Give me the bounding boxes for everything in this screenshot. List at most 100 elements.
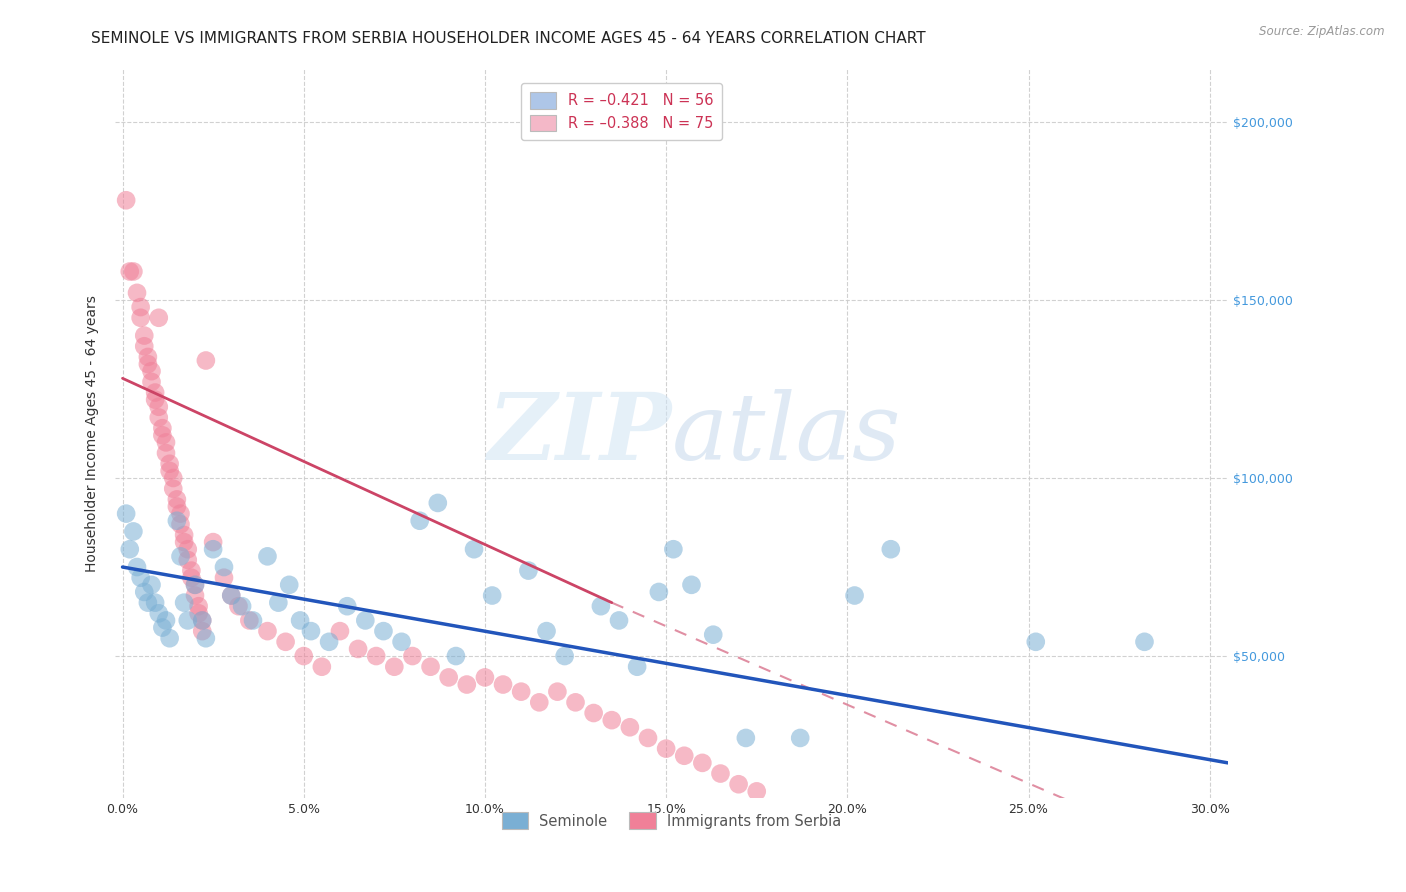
Point bbox=[419, 659, 441, 673]
Point bbox=[159, 632, 181, 646]
Point bbox=[267, 596, 290, 610]
Point bbox=[177, 614, 200, 628]
Point bbox=[354, 614, 377, 628]
Point bbox=[745, 784, 768, 798]
Point bbox=[564, 695, 586, 709]
Point bbox=[554, 648, 576, 663]
Point bbox=[536, 624, 558, 639]
Point bbox=[673, 748, 696, 763]
Point bbox=[166, 492, 188, 507]
Point bbox=[125, 285, 148, 300]
Point bbox=[143, 596, 166, 610]
Point bbox=[655, 741, 678, 756]
Point bbox=[231, 599, 253, 614]
Point bbox=[187, 599, 209, 614]
Point bbox=[118, 264, 141, 278]
Point bbox=[162, 471, 184, 485]
Point bbox=[187, 607, 209, 621]
Point bbox=[546, 684, 568, 698]
Point bbox=[408, 514, 430, 528]
Point bbox=[129, 571, 152, 585]
Point bbox=[391, 635, 413, 649]
Point bbox=[122, 524, 145, 539]
Point bbox=[278, 578, 301, 592]
Point bbox=[256, 549, 278, 564]
Point bbox=[169, 549, 191, 564]
Point bbox=[180, 564, 202, 578]
Point bbox=[212, 560, 235, 574]
Point bbox=[727, 777, 749, 791]
Point bbox=[589, 599, 612, 614]
Point bbox=[219, 589, 242, 603]
Text: SEMINOLE VS IMMIGRANTS FROM SERBIA HOUSEHOLDER INCOME AGES 45 - 64 YEARS CORRELA: SEMINOLE VS IMMIGRANTS FROM SERBIA HOUSE… bbox=[91, 31, 927, 46]
Point bbox=[702, 628, 724, 642]
Point bbox=[329, 624, 352, 639]
Point bbox=[134, 585, 156, 599]
Point bbox=[177, 542, 200, 557]
Point bbox=[692, 756, 714, 770]
Point bbox=[292, 648, 315, 663]
Point bbox=[136, 596, 159, 610]
Point bbox=[115, 194, 138, 208]
Point bbox=[844, 589, 866, 603]
Point bbox=[311, 659, 333, 673]
Point bbox=[202, 535, 225, 549]
Point bbox=[150, 421, 173, 435]
Point bbox=[184, 589, 207, 603]
Y-axis label: Householder Income Ages 45 - 64 years: Householder Income Ages 45 - 64 years bbox=[86, 295, 100, 572]
Point bbox=[173, 535, 195, 549]
Point bbox=[510, 684, 533, 698]
Point bbox=[159, 464, 181, 478]
Point bbox=[662, 542, 685, 557]
Point bbox=[155, 446, 177, 460]
Point bbox=[141, 375, 163, 389]
Point bbox=[148, 310, 170, 325]
Point bbox=[129, 300, 152, 314]
Point bbox=[607, 614, 630, 628]
Point bbox=[122, 264, 145, 278]
Point bbox=[134, 328, 156, 343]
Text: ZIP: ZIP bbox=[488, 389, 672, 478]
Point bbox=[734, 731, 756, 745]
Point bbox=[202, 542, 225, 557]
Point bbox=[582, 706, 605, 720]
Point bbox=[492, 677, 515, 691]
Point bbox=[1133, 635, 1156, 649]
Point bbox=[789, 731, 811, 745]
Point bbox=[129, 310, 152, 325]
Point bbox=[238, 614, 260, 628]
Point bbox=[681, 578, 703, 592]
Point bbox=[141, 364, 163, 378]
Point bbox=[517, 564, 540, 578]
Point bbox=[626, 659, 648, 673]
Point bbox=[150, 428, 173, 442]
Point bbox=[318, 635, 340, 649]
Point bbox=[155, 614, 177, 628]
Point bbox=[444, 648, 467, 663]
Text: atlas: atlas bbox=[672, 389, 901, 478]
Point bbox=[242, 614, 264, 628]
Point bbox=[1025, 635, 1047, 649]
Point bbox=[336, 599, 359, 614]
Point bbox=[150, 621, 173, 635]
Point bbox=[125, 560, 148, 574]
Point bbox=[212, 571, 235, 585]
Point bbox=[184, 578, 207, 592]
Point bbox=[274, 635, 297, 649]
Point bbox=[136, 350, 159, 364]
Point bbox=[600, 713, 623, 727]
Point bbox=[141, 578, 163, 592]
Point bbox=[228, 599, 250, 614]
Point bbox=[159, 457, 181, 471]
Point bbox=[169, 507, 191, 521]
Point bbox=[481, 589, 503, 603]
Point bbox=[463, 542, 485, 557]
Point bbox=[456, 677, 478, 691]
Text: Source: ZipAtlas.com: Source: ZipAtlas.com bbox=[1260, 25, 1385, 38]
Point bbox=[219, 589, 242, 603]
Point bbox=[382, 659, 405, 673]
Point bbox=[166, 514, 188, 528]
Point bbox=[529, 695, 551, 709]
Point bbox=[143, 385, 166, 400]
Point bbox=[148, 607, 170, 621]
